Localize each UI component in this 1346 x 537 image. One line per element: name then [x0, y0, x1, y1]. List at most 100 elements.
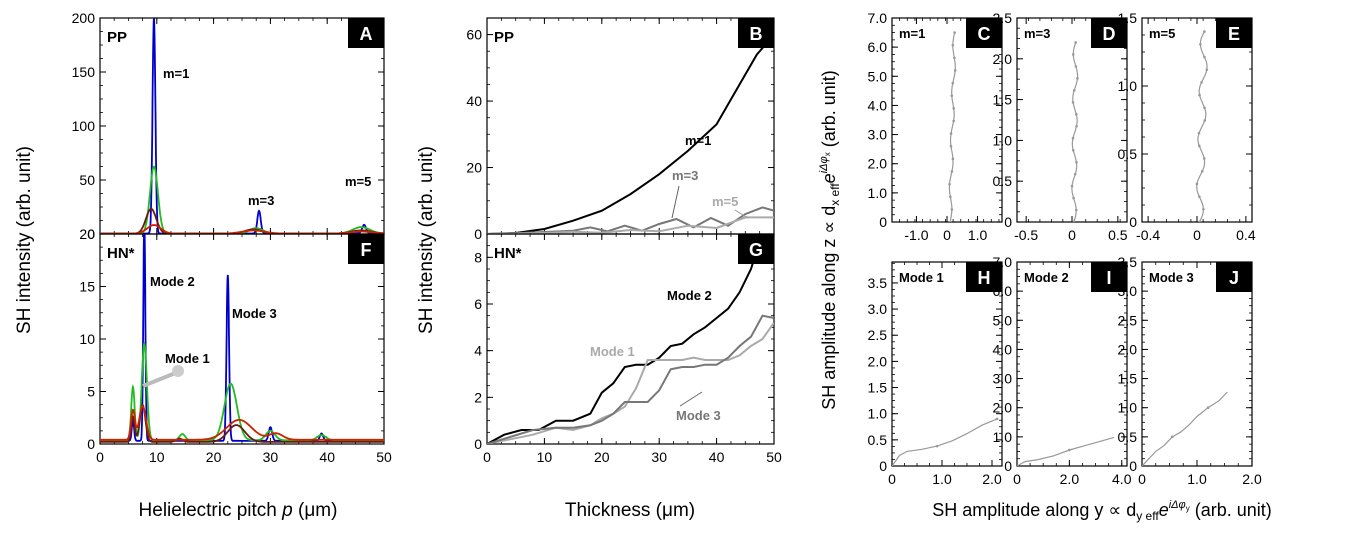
- y-tick-label: 100: [72, 118, 96, 134]
- x-tick-label: -1.0: [904, 227, 928, 243]
- trace-point: [948, 182, 951, 186]
- panel-title: Mode 2: [1024, 270, 1069, 285]
- x-tick-label: 40: [709, 449, 725, 465]
- y-tick-label: 2.5: [1118, 312, 1138, 328]
- y-tick-label: 40: [466, 93, 482, 109]
- series-line-blue: [100, 18, 384, 234]
- mode1-pointer: [142, 370, 179, 388]
- series-line-trace: [892, 418, 998, 466]
- y-tick-label: 0: [879, 214, 887, 230]
- panel-letter: C: [978, 24, 991, 44]
- x-tick-label: 1.0: [932, 471, 952, 487]
- y-tick-label: 5.0: [868, 68, 888, 84]
- series-line-trace: [1142, 391, 1228, 466]
- y-tick-label: 0: [87, 226, 95, 242]
- trace-point: [950, 170, 954, 173]
- panel-letter-box: [966, 18, 1002, 48]
- trace-point: [1017, 464, 1019, 466]
- trace-point: [1197, 131, 1201, 135]
- y-tick-label: 8: [474, 249, 482, 265]
- y-tick-label: 0: [474, 226, 482, 242]
- y-tick-label: 1.0: [1118, 78, 1138, 94]
- x-tick-label: 10: [537, 449, 553, 465]
- trace-point: [1203, 106, 1206, 110]
- trace-point: [1071, 148, 1075, 152]
- y-tick-label: 2.0: [993, 51, 1013, 67]
- series-line-m5: [487, 216, 774, 234]
- panel-G: 0 10 20 30 40 50 0 2 4 6 8 HN* G Mode 2 Mode 1 Mode 3: [474, 233, 782, 465]
- trace-point: [951, 43, 955, 47]
- trace-point: [1199, 42, 1202, 46]
- trace-point: [1198, 220, 1201, 222]
- x-tick-label: 0: [1068, 227, 1076, 243]
- y-axis-title-sh-intensity-left: SH intensity (arb. unit): [14, 146, 35, 334]
- x-tick-label: 30: [651, 449, 667, 465]
- panel-letter: J: [1229, 268, 1239, 288]
- y-tick-label: 200: [72, 10, 96, 26]
- series-group: [1017, 436, 1115, 466]
- trace-point: [1074, 41, 1077, 44]
- plot-frame: [1141, 261, 1253, 467]
- panel-letter: B: [750, 24, 763, 44]
- panel-letter: A: [360, 24, 373, 44]
- panel-letter: D: [1103, 24, 1116, 44]
- panel-letter: E: [1228, 24, 1240, 44]
- y-tick-label: 3.5: [1118, 254, 1138, 270]
- y-tick-label: 2.0: [868, 156, 888, 172]
- panel-J: 0 1.0 2.0 0 0.5 1.0 1.5 2.0 2.5 3.0 3.5 Mode 3 J: [1118, 254, 1262, 487]
- trace-point: [1075, 160, 1078, 164]
- x-tick-label: 2.0: [1060, 471, 1080, 487]
- series-line-trace: [948, 32, 956, 222]
- leader-line: [734, 209, 749, 219]
- series-line-Mode3: [487, 314, 774, 444]
- panel-A: 0 50 100 150 200 PP Am=1 m=3 m=5: [72, 10, 385, 242]
- panel-letter-box: [966, 262, 1002, 292]
- x-tick-label: 2.0: [1242, 471, 1262, 487]
- y-tick-label: 2.0: [993, 400, 1013, 416]
- trace-point: [1071, 101, 1075, 104]
- x-tick-label: -0.4: [1136, 227, 1160, 243]
- trace-point: [1203, 119, 1207, 122]
- y-tick-label: 3.0: [1118, 283, 1138, 299]
- x-tick-label: 2.0: [982, 471, 1002, 487]
- panel-D: -0.5 0 0.500.51.01.52.02.5m=3 D: [993, 10, 1128, 243]
- panel-H: 0 1.0 2.0 0 0.5 1.0 1.5 2.0 2.5 3.0 3.5 Mode 1 H: [868, 261, 1003, 487]
- panel-I: 0 2.0 4.0 0 1.0 2.0 3.0 4.0 5.0 6.0 7.0 Mode 2 I: [993, 254, 1132, 487]
- panel-letter-box: [738, 18, 774, 48]
- trace-point: [1197, 144, 1201, 148]
- trace-point: [995, 417, 999, 421]
- trace-point: [1202, 157, 1206, 160]
- x-axis-title-amp-y: SH amplitude along y ∝ dy effeiΔφy (arb.…: [932, 499, 1271, 523]
- plot-frame: [891, 261, 1003, 467]
- y-tick-label: 2.0: [868, 353, 888, 369]
- x-tick-label: 50: [766, 449, 782, 465]
- panel-letter: H: [978, 268, 991, 288]
- y-tick-label: 60: [466, 27, 482, 43]
- trace-point: [935, 444, 939, 448]
- panel-letter-box: [1091, 262, 1127, 292]
- leader-line: [679, 391, 703, 407]
- y-tick-label: 2.5: [993, 10, 1013, 26]
- y-tick-label: 0.5: [868, 432, 888, 448]
- panel-letter-box: [1216, 18, 1252, 48]
- y-tick-label: 0: [1129, 214, 1137, 230]
- y-tick-label: 4.0: [868, 97, 888, 113]
- trace-point: [949, 144, 953, 148]
- y-axis-title-amp-z: SH amplitude along z ∝ dx effeiΔφx (arb.…: [818, 70, 842, 409]
- annotation-leaders: [142, 185, 749, 407]
- y-tick-label: 1.5: [1118, 371, 1138, 387]
- y-tick-label: 3.0: [868, 301, 888, 317]
- x-tick-label: 1.0: [968, 227, 988, 243]
- series-group: [892, 417, 999, 466]
- panel-letter-box: [1091, 18, 1127, 48]
- trace-point: [1076, 77, 1079, 80]
- x-tick-label: 4.0: [1112, 471, 1132, 487]
- trace-point: [951, 81, 955, 85]
- y-tick-label: 15: [79, 279, 95, 295]
- trace-point: [950, 208, 954, 211]
- trace-point: [1074, 208, 1078, 212]
- y-tick-label: 7.0: [868, 10, 888, 26]
- trace-point: [1200, 169, 1204, 173]
- trace-point: [1203, 30, 1206, 33]
